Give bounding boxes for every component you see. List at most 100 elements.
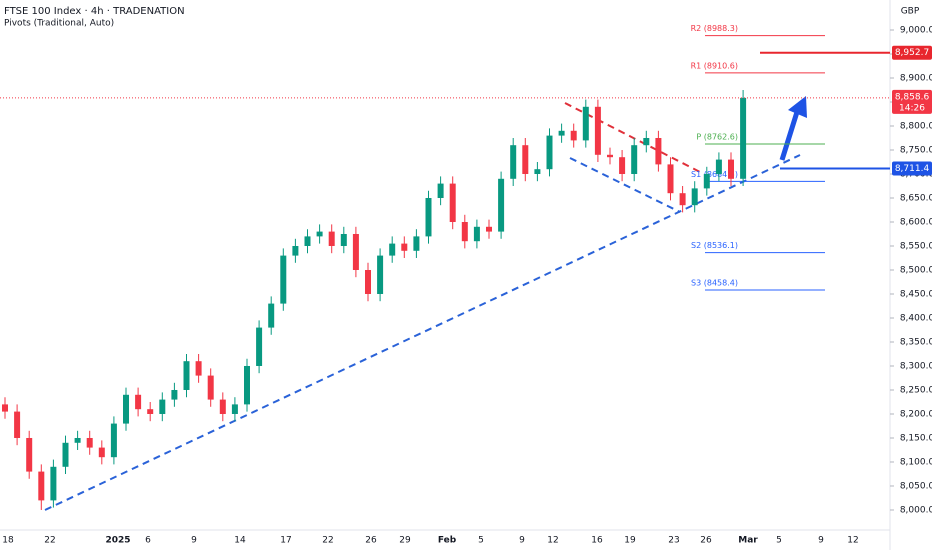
x-tick-label: 18 bbox=[2, 536, 14, 546]
candle-body bbox=[546, 135, 553, 170]
y-tick-label: 8,300.0 bbox=[900, 361, 932, 371]
y-tick-label: 8,900.0 bbox=[900, 73, 932, 83]
candle-body bbox=[340, 233, 347, 246]
candle-body bbox=[703, 173, 710, 189]
x-tick-label: Mar bbox=[738, 536, 758, 546]
candle-body bbox=[98, 447, 105, 458]
y-tick-label: 8,050.0 bbox=[900, 481, 932, 491]
candle-body bbox=[328, 231, 335, 246]
candle-body bbox=[50, 466, 57, 501]
candle-body bbox=[135, 394, 142, 410]
candle-body bbox=[486, 226, 492, 232]
candle-body bbox=[691, 188, 698, 206]
y-tick-label: 8,800.0 bbox=[900, 121, 932, 131]
candle-body bbox=[582, 106, 589, 141]
candle-body bbox=[570, 130, 577, 141]
y-tick-label: 8,650.0 bbox=[900, 193, 932, 203]
x-tick-label: 14 bbox=[234, 536, 246, 546]
candle-body bbox=[389, 243, 396, 256]
candle-body bbox=[498, 178, 505, 232]
price-box bbox=[892, 161, 932, 176]
candle-body bbox=[365, 269, 371, 294]
x-tick-label: 22 bbox=[322, 536, 333, 546]
candle-body bbox=[679, 193, 686, 206]
candle-body bbox=[147, 409, 154, 414]
candle-body bbox=[473, 226, 480, 242]
candle-body bbox=[715, 159, 722, 174]
pivot-label: R1 (8910.6) bbox=[691, 61, 738, 70]
x-tick-label: 23 bbox=[668, 536, 679, 546]
candle-body bbox=[280, 255, 287, 304]
candle-body bbox=[510, 145, 517, 179]
candle-body bbox=[728, 159, 734, 179]
x-tick-label: 12 bbox=[847, 536, 858, 546]
candle-body bbox=[195, 361, 202, 376]
pivot-label: P (8762.6) bbox=[696, 132, 738, 141]
pivot-label: S3 (8458.4) bbox=[691, 278, 738, 287]
y-tick-label: 8,100.0 bbox=[900, 457, 932, 467]
candle-body bbox=[594, 106, 601, 155]
arrow-shaft bbox=[779, 111, 800, 161]
candle-body bbox=[123, 394, 129, 424]
candle-body bbox=[667, 164, 674, 194]
candle-body bbox=[26, 437, 33, 472]
indicator-label: Pivots (Traditional, Auto) bbox=[4, 19, 114, 29]
x-tick-label: 26 bbox=[700, 536, 712, 546]
candle-body bbox=[38, 471, 45, 501]
y-tick-label: 8,400.0 bbox=[900, 313, 932, 323]
candle-body bbox=[740, 97, 747, 179]
x-tick-label: Feb bbox=[438, 536, 457, 546]
x-tick-label: 9 bbox=[191, 536, 197, 546]
candle-body bbox=[461, 221, 468, 242]
candle-body bbox=[219, 399, 226, 414]
candle-body bbox=[534, 169, 541, 174]
candle-body bbox=[437, 183, 444, 198]
arrow-head bbox=[788, 96, 807, 118]
x-tick-label: 5 bbox=[776, 536, 782, 546]
price-label: 8,952.7 bbox=[895, 48, 929, 58]
x-tick-label: 19 bbox=[624, 536, 636, 546]
x-tick-label: 17 bbox=[280, 536, 291, 546]
x-tick-label: 6 bbox=[145, 536, 151, 546]
y-tick-label: 8,150.0 bbox=[900, 433, 932, 443]
x-tick-label: 12 bbox=[547, 536, 558, 546]
candle-body bbox=[110, 423, 117, 458]
pivot-label: S2 (8536.1) bbox=[691, 241, 738, 250]
currency: GBP bbox=[901, 7, 920, 17]
x-tick-label: 5 bbox=[478, 536, 484, 546]
x-tick-label: 26 bbox=[365, 536, 377, 546]
candle-body bbox=[244, 365, 250, 405]
pivot-label: R2 (8988.3) bbox=[691, 24, 738, 33]
candle-body bbox=[159, 399, 166, 414]
y-tick-label: 8,450.0 bbox=[900, 289, 932, 299]
y-tick-label: 8,350.0 bbox=[900, 337, 932, 347]
x-tick-label: 29 bbox=[399, 536, 411, 546]
candle-body bbox=[268, 303, 275, 328]
x-tick-label: 2025 bbox=[105, 536, 130, 546]
candle-body bbox=[401, 243, 408, 251]
trend-lines bbox=[44, 96, 807, 511]
candle-body bbox=[256, 327, 263, 366]
y-tick-label: 8,500.0 bbox=[900, 265, 932, 275]
price-label: 8,858.6 bbox=[895, 92, 930, 102]
candle-body bbox=[631, 145, 638, 174]
y-tick-label: 8,600.0 bbox=[900, 217, 932, 227]
candle-body bbox=[316, 231, 323, 237]
channel-line bbox=[569, 157, 681, 213]
candle-body bbox=[2, 404, 8, 412]
y-tick-label: 8,000.0 bbox=[900, 505, 932, 515]
candle-body bbox=[449, 183, 456, 222]
candle-body bbox=[207, 375, 214, 400]
y-tick-label: 8,750.0 bbox=[900, 145, 932, 155]
y-tick-label: 8,250.0 bbox=[900, 385, 932, 395]
candle-body bbox=[171, 389, 178, 400]
candle-body bbox=[643, 137, 650, 146]
candle-body bbox=[231, 404, 238, 414]
price-box bbox=[892, 45, 932, 60]
y-tick-label: 9,000.0 bbox=[900, 25, 932, 35]
candle-body bbox=[619, 157, 626, 174]
candle-body bbox=[352, 233, 359, 270]
candle-body bbox=[522, 145, 529, 174]
